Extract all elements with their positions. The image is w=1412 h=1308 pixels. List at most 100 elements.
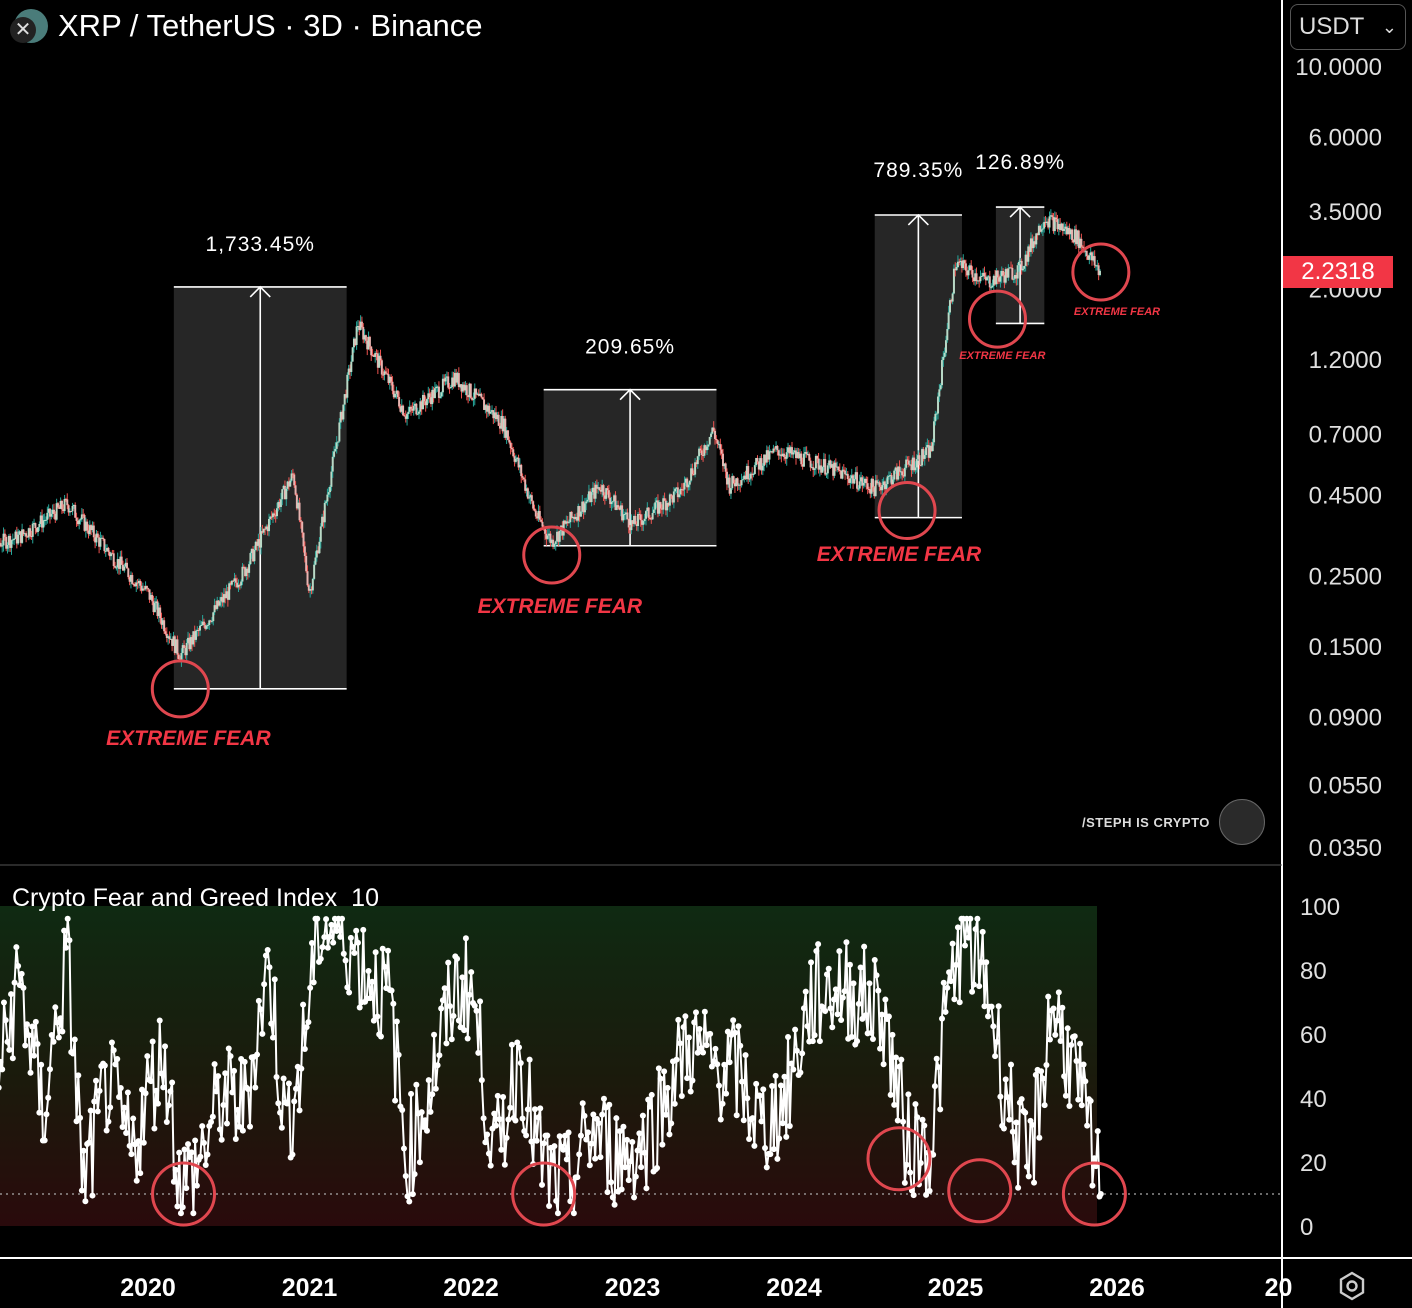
fear-greed-point xyxy=(556,1133,563,1140)
candle-body xyxy=(189,637,192,650)
candle-body xyxy=(341,412,344,420)
candle-body xyxy=(512,449,515,457)
fear-greed-point xyxy=(236,1123,243,1130)
candle-body xyxy=(307,585,310,591)
candle-body xyxy=(493,412,496,419)
candle-body xyxy=(415,403,418,415)
candle-body xyxy=(480,393,483,398)
fear-greed-point xyxy=(429,1091,436,1098)
currency-selector[interactable]: USDT ⌄ xyxy=(1290,4,1406,50)
fear-greed-point xyxy=(321,934,328,941)
candle-body xyxy=(90,525,93,531)
candle-body xyxy=(897,466,900,480)
candle-body xyxy=(1079,238,1082,248)
candle-body xyxy=(56,503,59,508)
candle-body xyxy=(834,462,837,468)
candle-body xyxy=(62,509,65,512)
candle-body xyxy=(720,449,723,454)
candle-body xyxy=(877,482,880,484)
candle-body xyxy=(759,458,762,470)
fear-greed-point xyxy=(349,943,356,950)
candle-body xyxy=(1084,250,1087,252)
candle-body xyxy=(933,421,936,443)
candle-body xyxy=(350,361,353,372)
fear-greed-point xyxy=(354,939,361,946)
fear-greed-point xyxy=(954,924,961,931)
candle-body xyxy=(133,584,136,587)
fear-greed-point xyxy=(901,1179,908,1186)
candle-body xyxy=(787,447,790,453)
candle-body xyxy=(992,275,995,286)
candle-body xyxy=(198,625,201,631)
settings-icon[interactable] xyxy=(1336,1270,1368,1302)
candle-body xyxy=(660,508,663,510)
candle-body xyxy=(95,533,98,543)
candle-body xyxy=(898,466,901,472)
indicator-legend[interactable]: Crypto Fear and Greed Index 10 xyxy=(12,884,379,913)
close-icon[interactable]: ✕ xyxy=(10,17,36,43)
candle-body xyxy=(92,525,95,538)
candle-body xyxy=(1056,219,1059,230)
candle-body xyxy=(858,481,861,489)
symbol-title[interactable]: XRP / TetherUS · 3D · Binance xyxy=(58,8,483,43)
candle-body xyxy=(650,518,653,520)
fear-greed-point xyxy=(278,1124,285,1131)
fear-greed-point xyxy=(31,1052,38,1059)
candle-body xyxy=(894,467,897,471)
candle-body xyxy=(1029,238,1032,252)
candle-body xyxy=(812,467,815,470)
candle-body xyxy=(22,529,25,535)
gain-arrowhead xyxy=(907,213,929,226)
candle-body xyxy=(371,355,374,357)
candle-body xyxy=(441,378,444,393)
candle-body xyxy=(605,488,608,499)
fear-greed-point xyxy=(570,1210,577,1217)
candle-body xyxy=(911,457,914,471)
candle-body xyxy=(1048,216,1051,228)
candle-body xyxy=(226,591,229,600)
fear-greed-point xyxy=(70,1050,77,1057)
candle-body xyxy=(176,639,179,655)
fear-greed-point xyxy=(735,1023,742,1030)
fear-greed-point xyxy=(742,1052,749,1059)
candle-body xyxy=(135,582,138,587)
fear-greed-point xyxy=(914,1114,921,1121)
index-fear-marker-circle xyxy=(947,1158,1013,1224)
candle-body xyxy=(671,495,674,503)
fear-greed-point xyxy=(1087,1097,1094,1104)
fear-greed-point xyxy=(783,1133,790,1140)
fear-greed-point xyxy=(935,1064,942,1071)
candle-body xyxy=(395,390,398,394)
candle-body xyxy=(443,378,446,382)
fear-greed-point xyxy=(970,981,977,988)
candle-body xyxy=(119,556,122,569)
candle-body xyxy=(878,482,881,487)
candle-body xyxy=(185,642,188,656)
fear-greed-point xyxy=(997,1093,1004,1100)
fear-greed-point xyxy=(103,1127,110,1134)
fear-greed-point xyxy=(259,1030,266,1037)
candle-body xyxy=(48,508,51,517)
fear-greed-point xyxy=(38,1061,45,1068)
fear-greed-point xyxy=(546,1202,553,1209)
candle-body xyxy=(757,461,760,470)
fear-greed-point xyxy=(592,1155,599,1162)
candle-body xyxy=(64,499,67,501)
fear-greed-point xyxy=(1029,1121,1036,1128)
fear-greed-point xyxy=(32,1018,39,1025)
fear-greed-point xyxy=(185,1141,192,1148)
candle-body xyxy=(613,495,616,502)
candle-body xyxy=(686,478,689,488)
fear-greed-point xyxy=(846,961,853,968)
candle-body xyxy=(177,654,180,660)
candle-body xyxy=(676,487,679,498)
fear-greed-point xyxy=(517,1059,524,1066)
candle-body xyxy=(1093,256,1096,266)
fear-greed-point xyxy=(211,1061,218,1068)
candle-body xyxy=(55,503,58,520)
candle-body xyxy=(213,605,216,613)
candle-body xyxy=(87,530,90,535)
fear-greed-point xyxy=(266,964,273,971)
fear-greed-point xyxy=(409,1191,416,1198)
